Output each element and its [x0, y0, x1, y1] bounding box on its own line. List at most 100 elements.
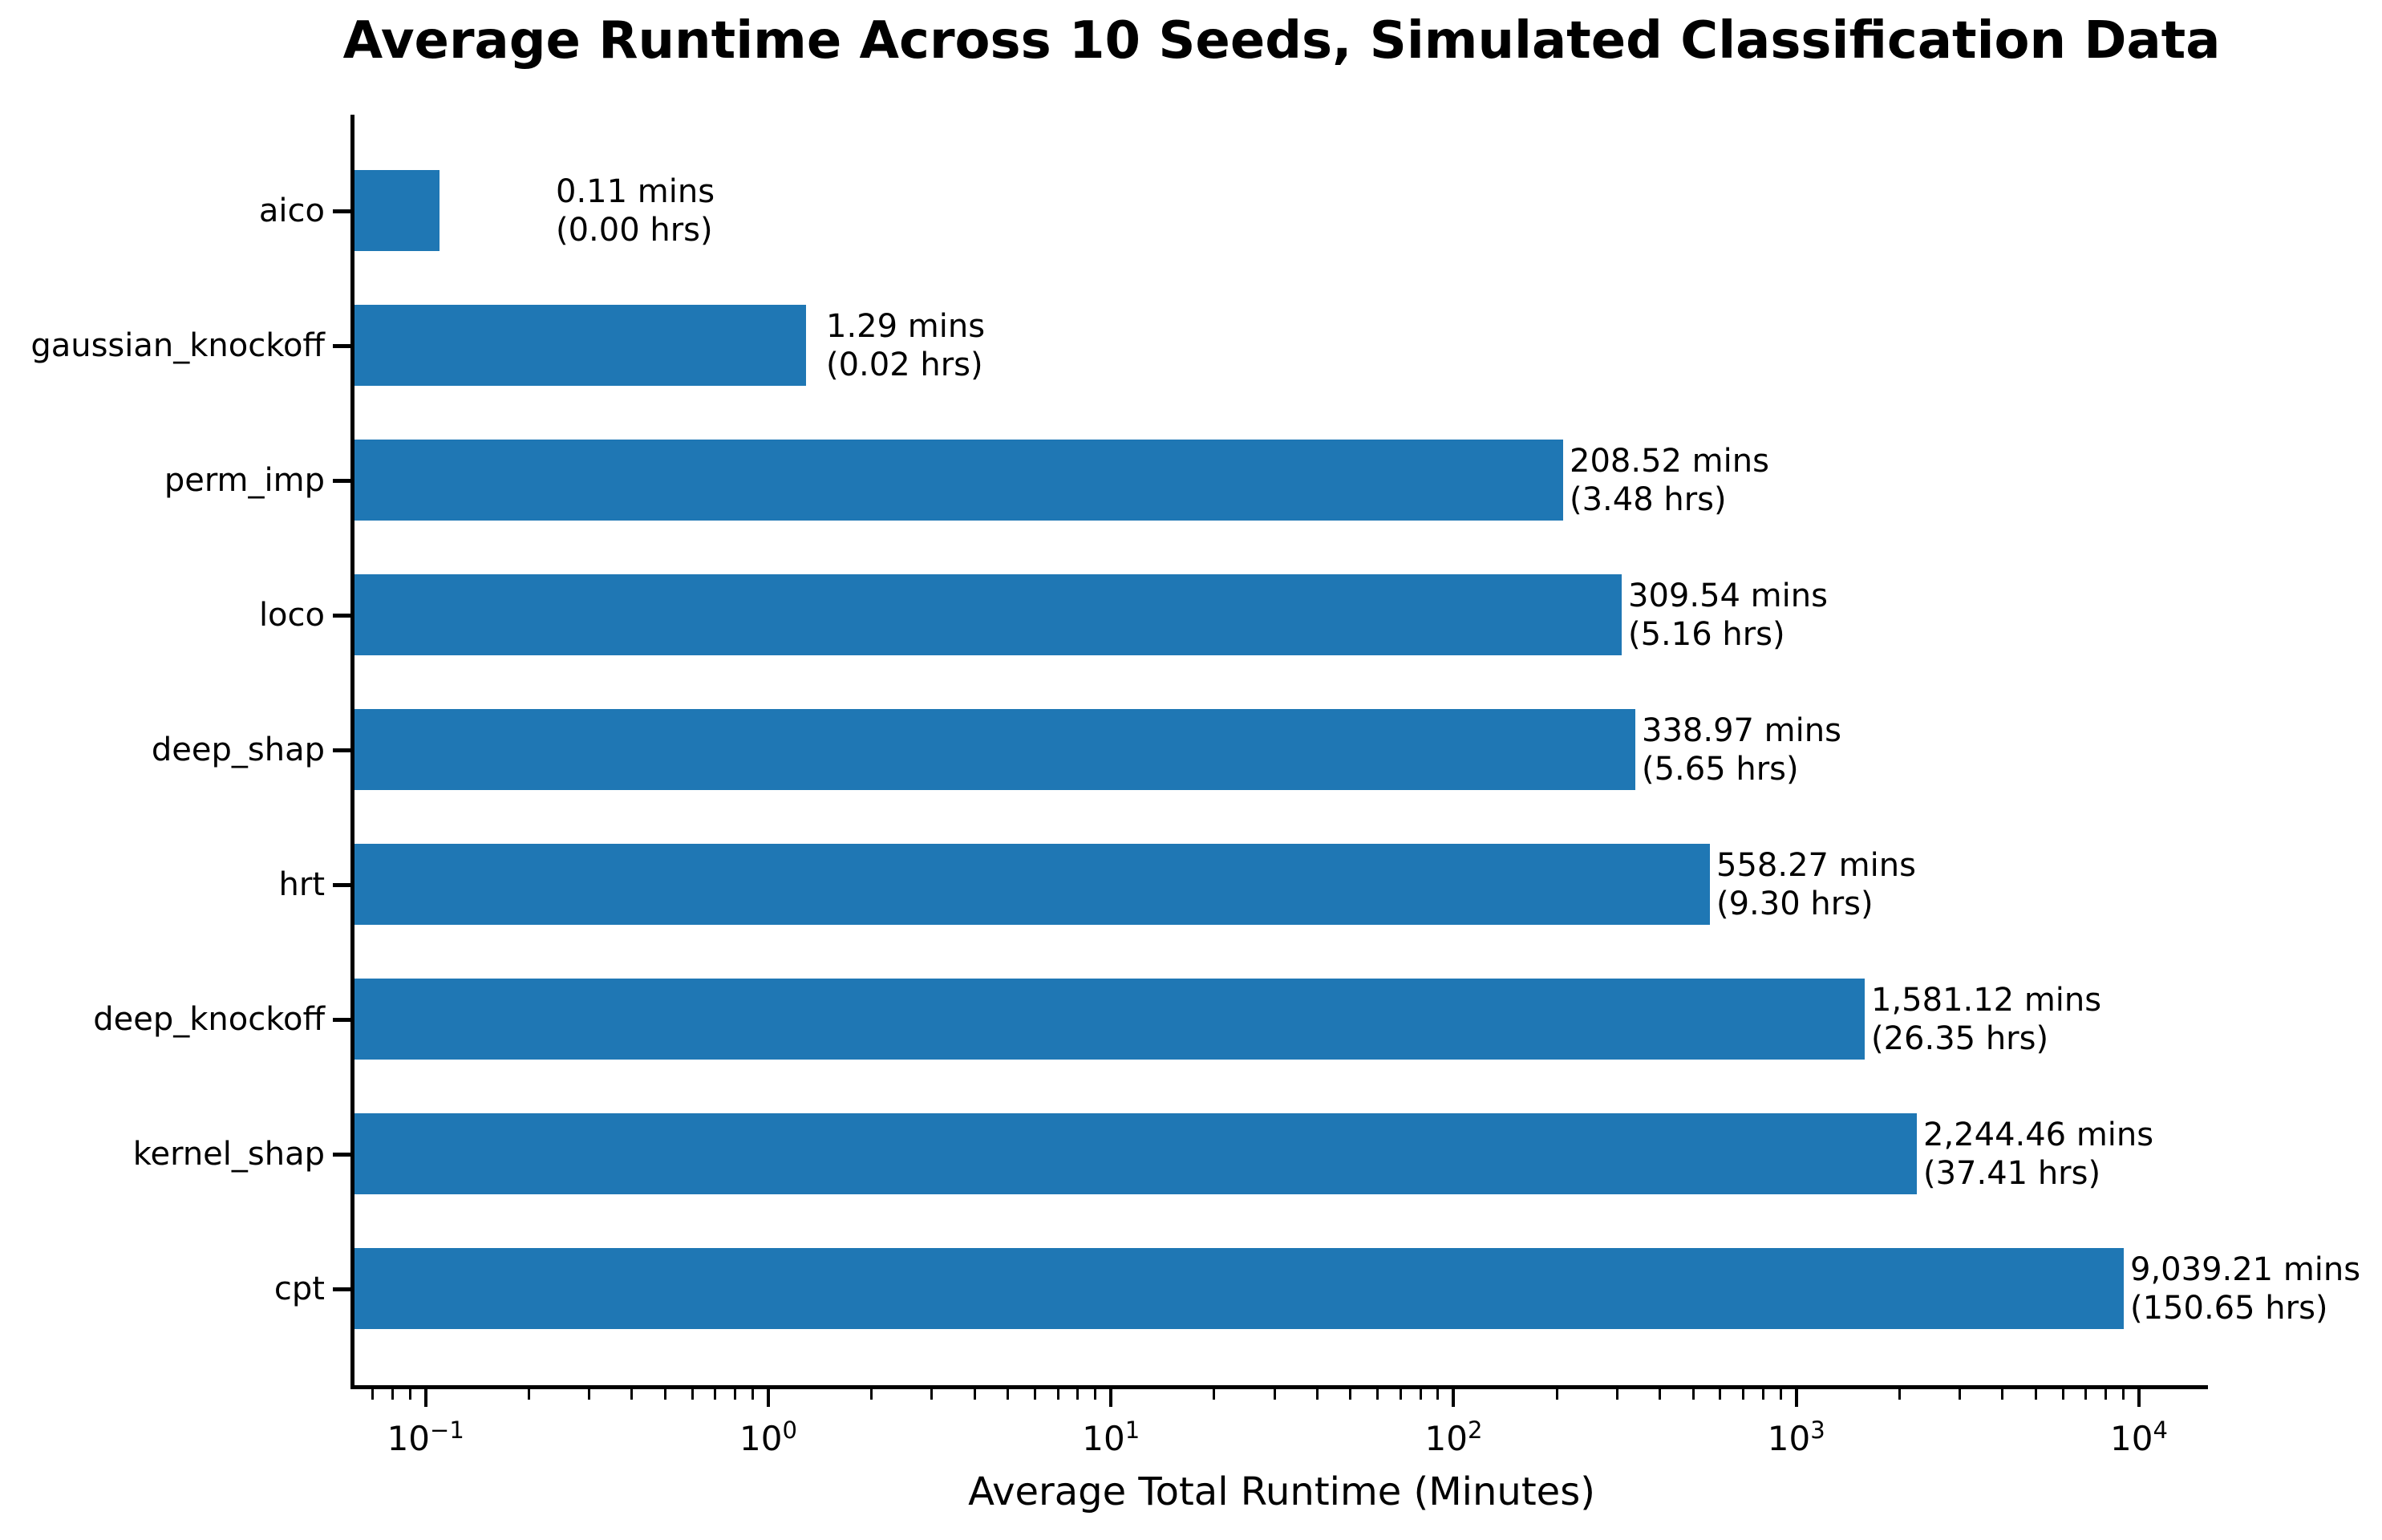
bar-category-label: aico [258, 192, 325, 229]
y-tick [333, 479, 350, 483]
x-minor-tick [1376, 1389, 1379, 1400]
x-minor-tick [1959, 1389, 1962, 1400]
x-tick [1109, 1389, 1113, 1407]
x-minor-tick [870, 1389, 873, 1400]
x-tick-label: 104 [2110, 1416, 2168, 1458]
x-minor-tick [1273, 1389, 1276, 1400]
x-tick-base: 10 [1767, 1419, 1811, 1458]
x-tick [1452, 1389, 1456, 1407]
bar-value-mins: 9,039.21 mins [2130, 1251, 2361, 1288]
x-minor-tick [1007, 1389, 1010, 1400]
y-tick [333, 1153, 350, 1157]
y-axis-line [350, 115, 354, 1385]
x-minor-tick [391, 1389, 394, 1400]
x-tick-base: 10 [739, 1419, 783, 1458]
bar-value-hrs: (0.00 hrs) [556, 212, 713, 249]
x-tick-base: 10 [387, 1419, 431, 1458]
bar-value-mins: 558.27 mins [1716, 847, 1916, 884]
y-tick [333, 1287, 350, 1291]
x-minor-tick [371, 1389, 375, 1400]
x-axis-line [350, 1385, 2208, 1389]
x-minor-tick [1761, 1389, 1764, 1400]
x-minor-tick [1436, 1389, 1440, 1400]
chart-title: Average Runtime Across 10 Seeds, Simulat… [342, 11, 2221, 71]
x-tick-exponent: 4 [2153, 1416, 2168, 1444]
bar-value-hrs: (9.30 hrs) [1716, 886, 1874, 922]
x-minor-tick [588, 1389, 591, 1400]
y-tick [333, 614, 350, 618]
x-minor-tick [1719, 1389, 1722, 1400]
bar-value-label: 1,581.12 mins (26.35 hrs) [1871, 981, 2101, 1058]
bar [354, 979, 1865, 1060]
bar [354, 440, 1563, 521]
bar-value-label: 558.27 mins (9.30 hrs) [1716, 846, 1916, 923]
x-minor-tick [1349, 1389, 1352, 1400]
x-tick-label: 100 [739, 1416, 797, 1458]
x-minor-tick [734, 1389, 737, 1400]
bar-value-mins: 208.52 mins [1570, 443, 1769, 480]
x-minor-tick [527, 1389, 530, 1400]
bar-value-label: 1.29 mins (0.02 hrs) [826, 307, 985, 384]
bar-value-hrs: (26.35 hrs) [1871, 1020, 2049, 1057]
bar-category-label: loco [258, 597, 325, 634]
bar-value-hrs: (150.65 hrs) [2130, 1290, 2328, 1327]
bar-value-hrs: (0.02 hrs) [826, 346, 983, 383]
x-minor-tick [1399, 1389, 1402, 1400]
bar [354, 844, 1710, 925]
x-axis-label: Average Total Runtime (Minutes) [968, 1469, 1595, 1514]
y-tick [333, 209, 350, 213]
bar-category-label: gaussian_knockoff [30, 327, 325, 364]
bar-value-label: 309.54 mins (5.16 hrs) [1628, 577, 1828, 654]
y-tick [333, 883, 350, 887]
bar-value-label: 9,039.21 mins (150.65 hrs) [2130, 1250, 2360, 1327]
bar [354, 709, 1635, 790]
x-minor-tick [2034, 1389, 2037, 1400]
x-minor-tick [973, 1389, 976, 1400]
x-tick [1794, 1389, 1798, 1407]
bar [354, 1113, 1917, 1194]
x-minor-tick [408, 1389, 411, 1400]
bar-category-label: hrt [278, 866, 325, 903]
x-minor-tick [1419, 1389, 1422, 1400]
x-minor-tick [2121, 1389, 2125, 1400]
bar-value-mins: 309.54 mins [1628, 578, 1828, 614]
bar-value-mins: 1,581.12 mins [1871, 982, 2102, 1019]
bar-value-mins: 2,244.46 mins [1923, 1116, 2154, 1153]
bar-value-label: 0.11 mins (0.00 hrs) [556, 172, 715, 249]
x-tick-exponent: 1 [1124, 1416, 1140, 1444]
bar [354, 1248, 2124, 1329]
x-minor-tick [1213, 1389, 1216, 1400]
bar-value-hrs: (37.41 hrs) [1923, 1155, 2101, 1192]
y-tick [333, 1018, 350, 1022]
bar-category-label: perm_imp [164, 462, 325, 499]
x-minor-tick [2061, 1389, 2064, 1400]
x-tick-base: 10 [1082, 1419, 1125, 1458]
x-tick-label: 10−1 [387, 1416, 464, 1458]
bar-category-label: cpt [273, 1270, 325, 1307]
bar-value-mins: 338.97 mins [1642, 712, 1841, 749]
x-tick-exponent: 3 [1810, 1416, 1825, 1444]
x-tick [2137, 1389, 2141, 1407]
x-minor-tick [630, 1389, 634, 1400]
x-minor-tick [691, 1389, 694, 1400]
x-minor-tick [1555, 1389, 1558, 1400]
bar-value-label: 208.52 mins (3.48 hrs) [1570, 442, 1769, 519]
x-minor-tick [2001, 1389, 2004, 1400]
bar-category-label: deep_shap [151, 732, 325, 768]
x-tick-label: 102 [1424, 1416, 1482, 1458]
x-minor-tick [1615, 1389, 1618, 1400]
x-minor-tick [1094, 1389, 1097, 1400]
x-minor-tick [2105, 1389, 2108, 1400]
bar-value-hrs: (5.16 hrs) [1628, 616, 1785, 653]
bar-category-label: deep_knockoff [93, 1001, 325, 1038]
y-tick [333, 344, 350, 348]
x-minor-tick [1076, 1389, 1080, 1400]
bar-value-label: 2,244.46 mins (37.41 hrs) [1923, 1116, 2153, 1193]
x-minor-tick [1742, 1389, 1745, 1400]
bar-value-hrs: (5.65 hrs) [1642, 751, 1799, 788]
x-minor-tick [663, 1389, 666, 1400]
bar [354, 170, 440, 251]
x-tick-base: 10 [1424, 1419, 1468, 1458]
x-minor-tick [1033, 1389, 1036, 1400]
